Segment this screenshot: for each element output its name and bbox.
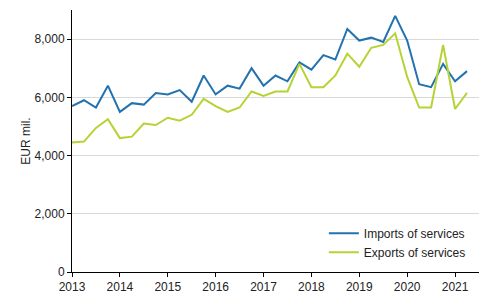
svg-text:8,000: 8,000 xyxy=(35,32,65,46)
svg-text:2017: 2017 xyxy=(250,280,277,294)
svg-text:2015: 2015 xyxy=(154,280,181,294)
svg-text:4,000: 4,000 xyxy=(35,149,65,163)
svg-text:2021: 2021 xyxy=(442,280,469,294)
svg-text:2,000: 2,000 xyxy=(35,207,65,221)
svg-text:2019: 2019 xyxy=(346,280,373,294)
svg-text:2016: 2016 xyxy=(202,280,229,294)
svg-text:0: 0 xyxy=(58,265,65,279)
svg-text:Exports of services: Exports of services xyxy=(364,246,465,260)
svg-text:6,000: 6,000 xyxy=(35,91,65,105)
svg-text:2014: 2014 xyxy=(107,280,134,294)
svg-text:2020: 2020 xyxy=(394,280,421,294)
svg-text:Imports of services: Imports of services xyxy=(364,227,465,241)
svg-text:EUR mil.: EUR mil. xyxy=(19,117,33,164)
svg-text:2013: 2013 xyxy=(59,280,86,294)
svg-text:2018: 2018 xyxy=(298,280,325,294)
